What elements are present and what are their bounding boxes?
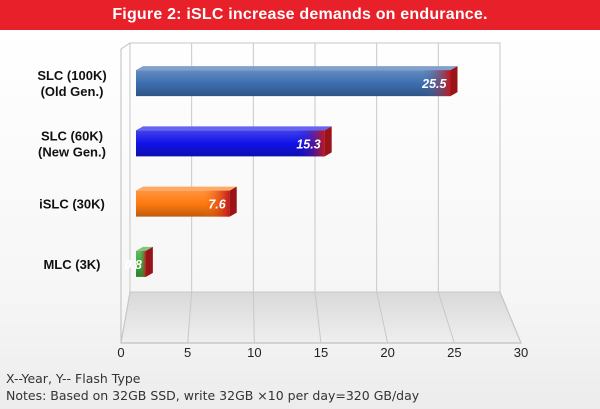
bar-data-label: 25.5 (421, 77, 447, 91)
bar-top-face (136, 66, 458, 71)
x-tick-label: 10 (247, 345, 261, 360)
bar-data-label: 15.3 (296, 137, 320, 151)
x-tick-label: 5 (184, 345, 191, 360)
x-tick-label: 20 (380, 345, 394, 360)
chart-side-edge (120, 42, 131, 50)
gridline-floor (437, 291, 455, 344)
bar-top-face (136, 186, 237, 191)
chart-grid (120, 42, 522, 344)
gridline-floor (252, 291, 255, 344)
axis-note: X--Year, Y-- Flash Type (6, 371, 141, 386)
x-tick-label: 25 (447, 345, 461, 360)
bar-end-cap (422, 70, 451, 97)
bar-top-face (136, 126, 332, 131)
bar-top-face (136, 246, 153, 251)
x-tick-label: 30 (514, 345, 528, 360)
bar-end-cap (139, 250, 146, 277)
x-tick-label: 0 (117, 345, 124, 360)
bar-chart: 0 5 10 15 20 25 30 25.5 SLC (100K) (Old Gen.) 15.3… (37, 42, 528, 360)
figure-title: Figure 2: iSLC increase demands on endur… (0, 0, 600, 30)
bar-end-cap (296, 130, 325, 157)
bar-end-cap (201, 190, 230, 217)
gridline-floor (499, 291, 522, 344)
bar (136, 130, 325, 157)
chart-labels: 0 5 10 15 20 25 30 25.5 SLC (100K) (Old Gen.) 15.3… (37, 68, 528, 360)
gridline-floor (187, 291, 193, 344)
bar-side-face (145, 246, 153, 277)
y-category-label: iSLC (30K) (39, 197, 105, 212)
chart-bars (136, 66, 458, 277)
gridline-floor (120, 291, 131, 344)
bar-data-label: 0.8 (124, 258, 141, 272)
footnote: Notes: Based on 32GB SSD, write 32GB ×10… (6, 388, 420, 403)
gridline-floor (376, 291, 389, 344)
y-category-label: MLC (3K) (43, 257, 100, 272)
y-category-label: SLC (100K) (Old Gen.) (37, 68, 106, 99)
gridline-floor (314, 291, 322, 344)
chart-floor (120, 291, 522, 344)
bar (136, 70, 451, 97)
bar-side-face (324, 126, 332, 157)
x-tick-label: 15 (314, 345, 328, 360)
bar-data-label: 7.6 (208, 198, 226, 212)
y-category-label: SLC (60K) (New Gen.) (38, 128, 106, 159)
bar-side-face (229, 186, 237, 217)
bar-side-face (450, 66, 458, 97)
